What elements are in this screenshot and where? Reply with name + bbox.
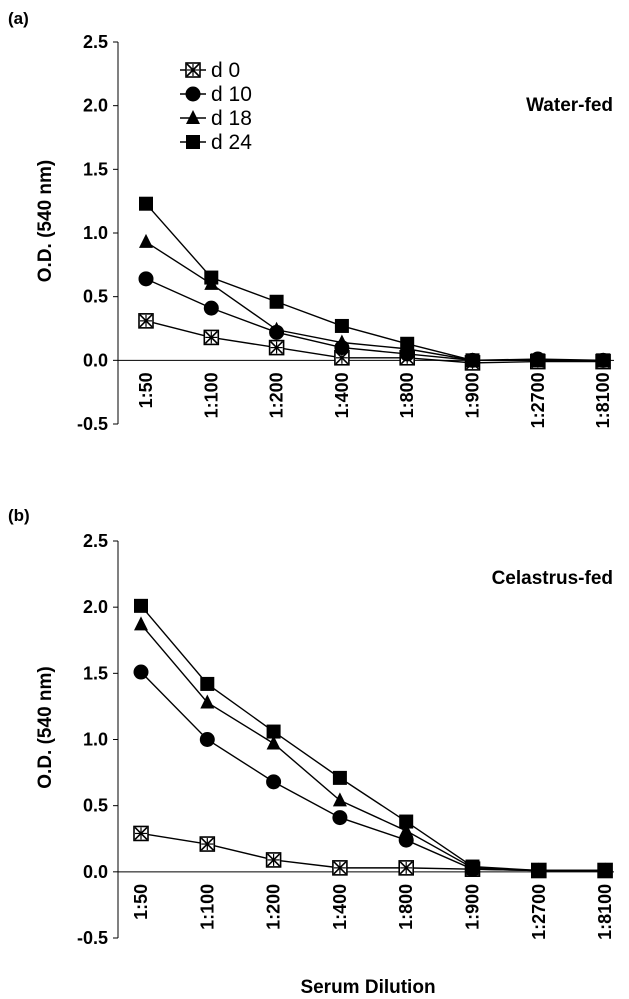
x-tick-label: 1:2700 [529, 884, 549, 940]
x-tick-label: 1:200 [264, 884, 284, 930]
x-tick-label: 1:8100 [593, 372, 613, 428]
data-point [531, 863, 546, 878]
series-line [140, 623, 606, 872]
y-tick-label: 1.5 [83, 159, 108, 179]
data-point [203, 329, 220, 346]
x-tick-label: 1:400 [332, 372, 352, 418]
y-tick-label: 1.5 [83, 663, 108, 683]
y-axis-title: O.D. (540 nm) [35, 160, 56, 282]
chart-panel-b: (b) 2.5 2.0 1.5 1.0 0.5 0.0 -0.5 1:50 1:100 1:200 1… [8, 506, 615, 998]
data-point [398, 860, 415, 876]
data-point [530, 353, 545, 368]
legend-marker [186, 110, 200, 124]
y-tick-label: 2.5 [83, 531, 108, 551]
y-tick-label: 2.0 [83, 597, 108, 617]
data-point [200, 694, 215, 709]
legend-label: d 0 [211, 59, 240, 82]
y-tick-label: 2.5 [83, 32, 108, 52]
data-point [334, 318, 349, 333]
data-point [138, 271, 154, 287]
data-point [400, 336, 415, 351]
data-point [133, 825, 149, 842]
legend-marker [185, 62, 201, 78]
series-d18 [139, 233, 611, 367]
data-point [200, 676, 215, 691]
y-axis-title: O.D. (540 nm) [35, 666, 56, 788]
series-line [145, 278, 604, 362]
y-tick-label: 0.5 [83, 287, 108, 307]
series-d24 [134, 598, 613, 878]
y-tick-label: 0.0 [83, 862, 108, 882]
data-point [332, 770, 347, 785]
series-d24 [139, 196, 611, 368]
data-point [266, 724, 281, 739]
legend-label: d 24 [211, 131, 252, 154]
series-line [140, 605, 606, 872]
data-point [332, 860, 348, 876]
data-point [269, 321, 284, 336]
y-tick-label: 0.0 [83, 350, 108, 370]
series-line [145, 203, 604, 362]
data-point [332, 792, 347, 807]
data-point [138, 313, 154, 329]
y-tick-label: 0.5 [83, 796, 108, 816]
x-tick-label: 1:50 [136, 372, 156, 408]
data-point [139, 196, 153, 211]
y-tick-label: -0.5 [77, 414, 108, 434]
data-point [598, 863, 613, 878]
x-tick-label: 1:400 [330, 884, 350, 930]
y-tick-label: 2.0 [83, 96, 108, 116]
x-tick-label: 1:8100 [595, 884, 615, 940]
legend: d 0d 10d 18d 24 [180, 59, 252, 154]
x-tick-label: 1:100 [201, 372, 221, 418]
x-tick-label: 1:2700 [528, 372, 548, 428]
x-tick-label: 1:900 [463, 884, 483, 930]
legend-marker [186, 135, 200, 149]
x-tick-label: 1:50 [131, 884, 151, 920]
data-point [134, 616, 148, 631]
x-tick-label: 1:200 [267, 372, 287, 418]
group-label: Celastrus-fed [492, 568, 613, 589]
x-axis-title: Serum Dilution [300, 977, 435, 998]
data-point [269, 294, 284, 309]
y-tick-label: -0.5 [77, 928, 108, 948]
data-point [596, 353, 611, 368]
panel-label: (b) [8, 506, 30, 525]
data-point [199, 732, 215, 747]
data-point [199, 836, 216, 852]
x-tick-label: 1:900 [463, 372, 483, 418]
series-line [145, 320, 604, 364]
data-point [203, 300, 219, 316]
data-point [332, 810, 348, 826]
data-point [465, 859, 480, 874]
data-point [139, 233, 153, 248]
data-point [266, 735, 281, 750]
data-point [266, 774, 282, 790]
data-point [399, 814, 414, 829]
legend-label: d 10 [211, 83, 252, 106]
group-label: Water-fed [526, 95, 613, 116]
data-point [268, 339, 285, 356]
data-point [265, 852, 282, 868]
data-point [399, 822, 414, 837]
data-point [133, 664, 149, 680]
x-tick-label: 1:800 [397, 372, 417, 418]
data-point [334, 334, 349, 349]
chart-panel-a: (a) 2.5 2.0 1.5 1.0 0.5 0.0 -0.5 1:50 1:100 1:200 1… [8, 9, 614, 434]
y-tick-label: 1.0 [83, 223, 108, 243]
y-tick-label: 1.0 [83, 730, 108, 750]
data-point [134, 598, 148, 613]
data-point [465, 353, 480, 368]
legend-marker [185, 86, 201, 102]
panel-label: (a) [8, 9, 29, 28]
x-tick-label: 1:100 [197, 884, 217, 930]
legend-label: d 18 [211, 107, 252, 130]
data-point [204, 270, 219, 285]
x-tick-label: 1:800 [396, 884, 416, 930]
